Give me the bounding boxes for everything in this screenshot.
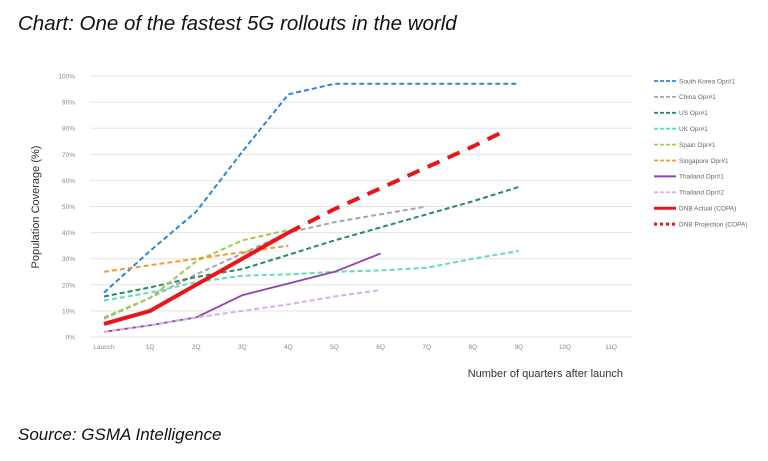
x-tick-label: 10Q	[559, 344, 571, 351]
y-tick-label: 60%	[62, 178, 75, 185]
y-tick-label: 100%	[58, 74, 75, 81]
series-line-spain-opr-1	[103, 229, 289, 319]
x-tick-label: 3Q	[238, 344, 247, 351]
y-tick-label: 70%	[62, 152, 75, 159]
series-line-thailand-opr-1	[103, 252, 381, 333]
y-tick-label: 50%	[62, 204, 75, 211]
x-tick-label: 2Q	[192, 344, 201, 351]
x-tick-label: 9Q	[515, 344, 524, 351]
x-tick-label: 8Q	[468, 344, 477, 351]
series-line-dnb-projection-copa	[287, 129, 506, 235]
y-tick-label: 90%	[62, 100, 75, 107]
legend-label: Thailand Opr#2	[679, 190, 724, 197]
x-tick-label: 11Q	[605, 344, 617, 351]
legend-label: Thailand Opr#1	[679, 174, 724, 181]
x-tick-label: 6Q	[376, 344, 385, 351]
y-tick-label: 40%	[62, 230, 75, 237]
y-axis-title: Population Coverage (%)	[30, 146, 42, 269]
legend-label: China Opr#1	[679, 94, 716, 101]
x-tick-label: 1Q	[146, 344, 155, 351]
legend-label: Spain Opr#1	[679, 142, 716, 149]
x-tick-label: Launch	[93, 344, 115, 351]
legend-label: US Opr#1	[679, 110, 708, 117]
x-tick-label: 4Q	[284, 344, 293, 351]
series-line-china-opr-1	[103, 205, 427, 320]
legend-label: UK Opr#1	[679, 126, 708, 133]
y-tick-label: 0%	[66, 335, 76, 342]
source-caption: Source: GSMA Intelligence	[18, 425, 222, 444]
series-line-thailand-opr-2	[103, 289, 381, 333]
series-line-us-opr-1	[103, 185, 520, 298]
series-line-uk-opr-1	[103, 249, 520, 302]
series-line-south-korea-opr-1	[103, 82, 519, 294]
x-tick-label: 5Q	[330, 344, 339, 351]
y-tick-label: 30%	[62, 256, 75, 263]
x-tick-label: 7Q	[422, 344, 431, 351]
y-tick-label: 10%	[62, 308, 75, 315]
legend-label: DNB Actual (COPA)	[679, 206, 736, 213]
y-tick-label: 20%	[62, 282, 75, 289]
y-tick-label: 80%	[62, 126, 75, 133]
x-axis-title: Number of quarters after launch	[468, 368, 623, 380]
legend-label: South Korea Opr#1	[679, 78, 735, 85]
chart-title: Chart: One of the fastest 5G rollouts in…	[18, 12, 457, 35]
legend-label: Singapore Opr#1	[679, 158, 729, 165]
legend-label: DNB Projection (COPA)	[679, 221, 748, 228]
series-line-dnb-actual-copa	[103, 230, 290, 326]
